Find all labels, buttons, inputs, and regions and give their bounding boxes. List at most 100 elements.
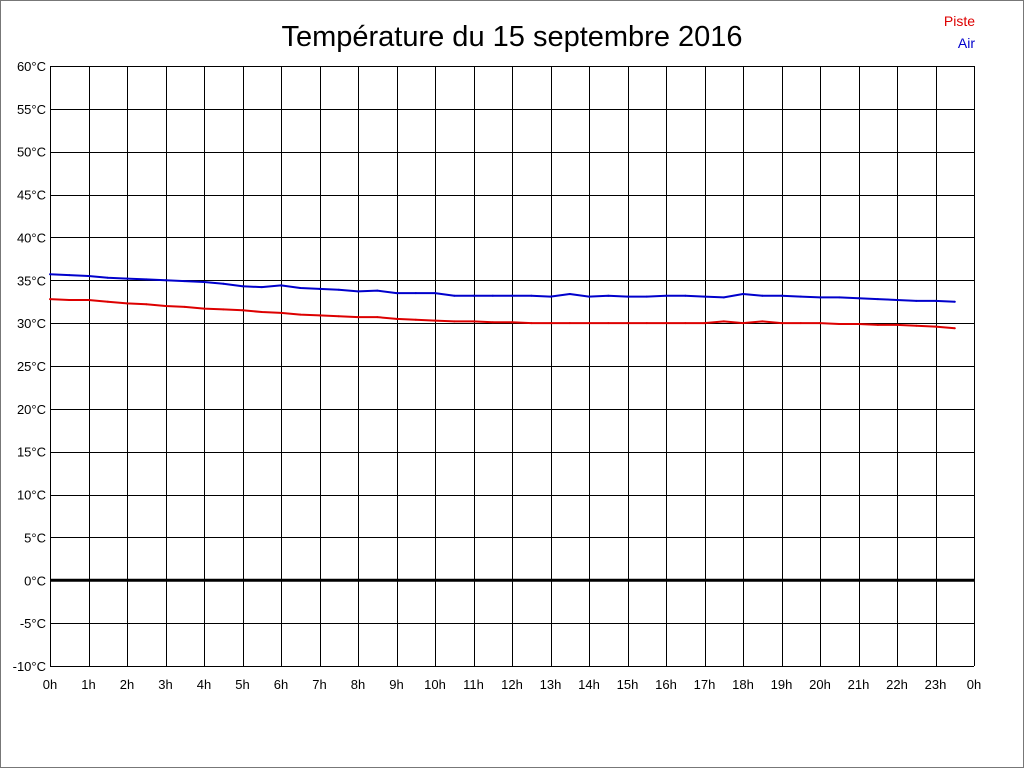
series-line-piste — [49, 298, 955, 330]
x-tick-label: 22h — [886, 677, 908, 692]
data-point-piste — [357, 316, 359, 319]
data-point-air — [222, 282, 225, 285]
chart-title: Température du 15 septembre 2016 — [281, 21, 742, 53]
data-point-piste — [915, 324, 918, 327]
x-tick-label: 3h — [158, 677, 172, 692]
data-point-air — [838, 296, 841, 299]
data-point-air — [626, 295, 629, 298]
data-point-air — [395, 292, 398, 295]
data-point-air — [742, 293, 744, 295]
data-point-air — [684, 294, 687, 297]
data-point-air — [819, 296, 821, 299]
x-tick-label: 14h — [578, 677, 600, 692]
data-point-air — [87, 275, 90, 277]
data-point-air — [453, 294, 456, 297]
data-point-piste — [260, 311, 263, 313]
data-point-piste — [472, 320, 475, 323]
x-tick-label: 21h — [848, 677, 870, 692]
data-point-piste — [299, 313, 302, 316]
data-point-piste — [145, 303, 148, 306]
y-tick-label: 30°C — [17, 316, 46, 331]
y-tick-label: 25°C — [17, 359, 46, 374]
series-piste — [49, 298, 956, 330]
data-point-piste — [126, 302, 128, 305]
data-point-air — [761, 294, 764, 297]
y-tick-label: -10°C — [13, 659, 46, 674]
data-point-air — [49, 273, 51, 276]
data-point-piste — [549, 322, 552, 325]
data-point-piste — [799, 322, 802, 325]
data-point-air — [126, 277, 128, 280]
data-point-piste — [761, 320, 764, 323]
x-tick-label: 11h — [463, 677, 484, 692]
data-point-air — [876, 298, 879, 301]
data-point-air — [260, 286, 263, 289]
x-tick-label: 15h — [617, 677, 639, 692]
data-point-piste — [241, 309, 244, 312]
data-point-piste — [164, 305, 167, 307]
y-tick-label: 40°C — [17, 230, 46, 245]
data-point-piste — [819, 322, 821, 325]
x-tick-label: 0h — [43, 677, 57, 692]
data-point-piste — [414, 318, 417, 321]
data-point-air — [491, 294, 494, 297]
data-point-piste — [684, 322, 687, 325]
data-point-air — [568, 293, 571, 295]
x-tick-label: 1h — [81, 677, 95, 692]
y-tick-label: 10°C — [17, 488, 46, 503]
y-tick-label: 55°C — [17, 102, 46, 117]
data-point-piste — [780, 322, 783, 325]
data-point-piste — [106, 300, 109, 303]
data-point-air — [337, 288, 340, 291]
x-tick-label: 17h — [694, 677, 716, 692]
x-tick-label: 23h — [925, 677, 947, 692]
plot-grid — [50, 66, 975, 667]
data-point-piste — [87, 299, 90, 301]
y-tick-label: 45°C — [17, 188, 46, 203]
data-point-piste — [588, 322, 590, 325]
y-tick-label: 35°C — [17, 273, 46, 288]
data-point-piste — [491, 321, 494, 324]
data-point-air — [376, 289, 379, 292]
data-point-air — [588, 295, 590, 298]
data-point-piste — [568, 322, 571, 325]
data-point-piste — [434, 319, 436, 322]
series-air — [49, 273, 956, 303]
data-point-piste — [68, 299, 71, 301]
data-point-air — [68, 274, 71, 277]
data-point-air — [934, 299, 937, 302]
data-point-air — [665, 294, 667, 297]
y-tick-label: 15°C — [17, 445, 46, 460]
data-point-air — [357, 290, 359, 293]
y-tick-label: 5°C — [24, 530, 46, 545]
x-tick-label: 5h — [235, 677, 249, 692]
x-tick-label: 0h — [967, 677, 981, 692]
data-point-piste — [722, 320, 725, 323]
data-point-air — [645, 295, 648, 298]
x-tick-label: 18h — [732, 677, 754, 692]
data-point-air — [511, 294, 513, 297]
data-point-air — [434, 292, 436, 295]
data-point-air — [703, 295, 706, 298]
x-tick-label: 10h — [424, 677, 446, 692]
x-tick-label: 6h — [274, 677, 288, 692]
data-point-piste — [395, 317, 398, 320]
x-tick-label: 16h — [655, 677, 677, 692]
data-point-air — [164, 279, 167, 282]
y-tick-label: 0°C — [24, 573, 46, 588]
data-point-air — [607, 294, 610, 297]
data-point-piste — [876, 323, 879, 326]
data-point-piste — [857, 323, 860, 325]
x-tick-label: 2h — [120, 677, 134, 692]
data-point-piste — [318, 314, 321, 317]
data-point-piste — [703, 322, 706, 325]
data-point-piste — [511, 321, 513, 324]
data-point-air — [203, 281, 205, 283]
data-point-air — [414, 292, 417, 295]
x-tick-label: 9h — [389, 677, 403, 692]
x-tick-label: 20h — [809, 677, 831, 692]
y-tick-label: -5°C — [20, 616, 46, 631]
data-point-piste — [896, 323, 898, 326]
data-point-piste — [222, 308, 225, 311]
data-point-piste — [183, 305, 186, 308]
